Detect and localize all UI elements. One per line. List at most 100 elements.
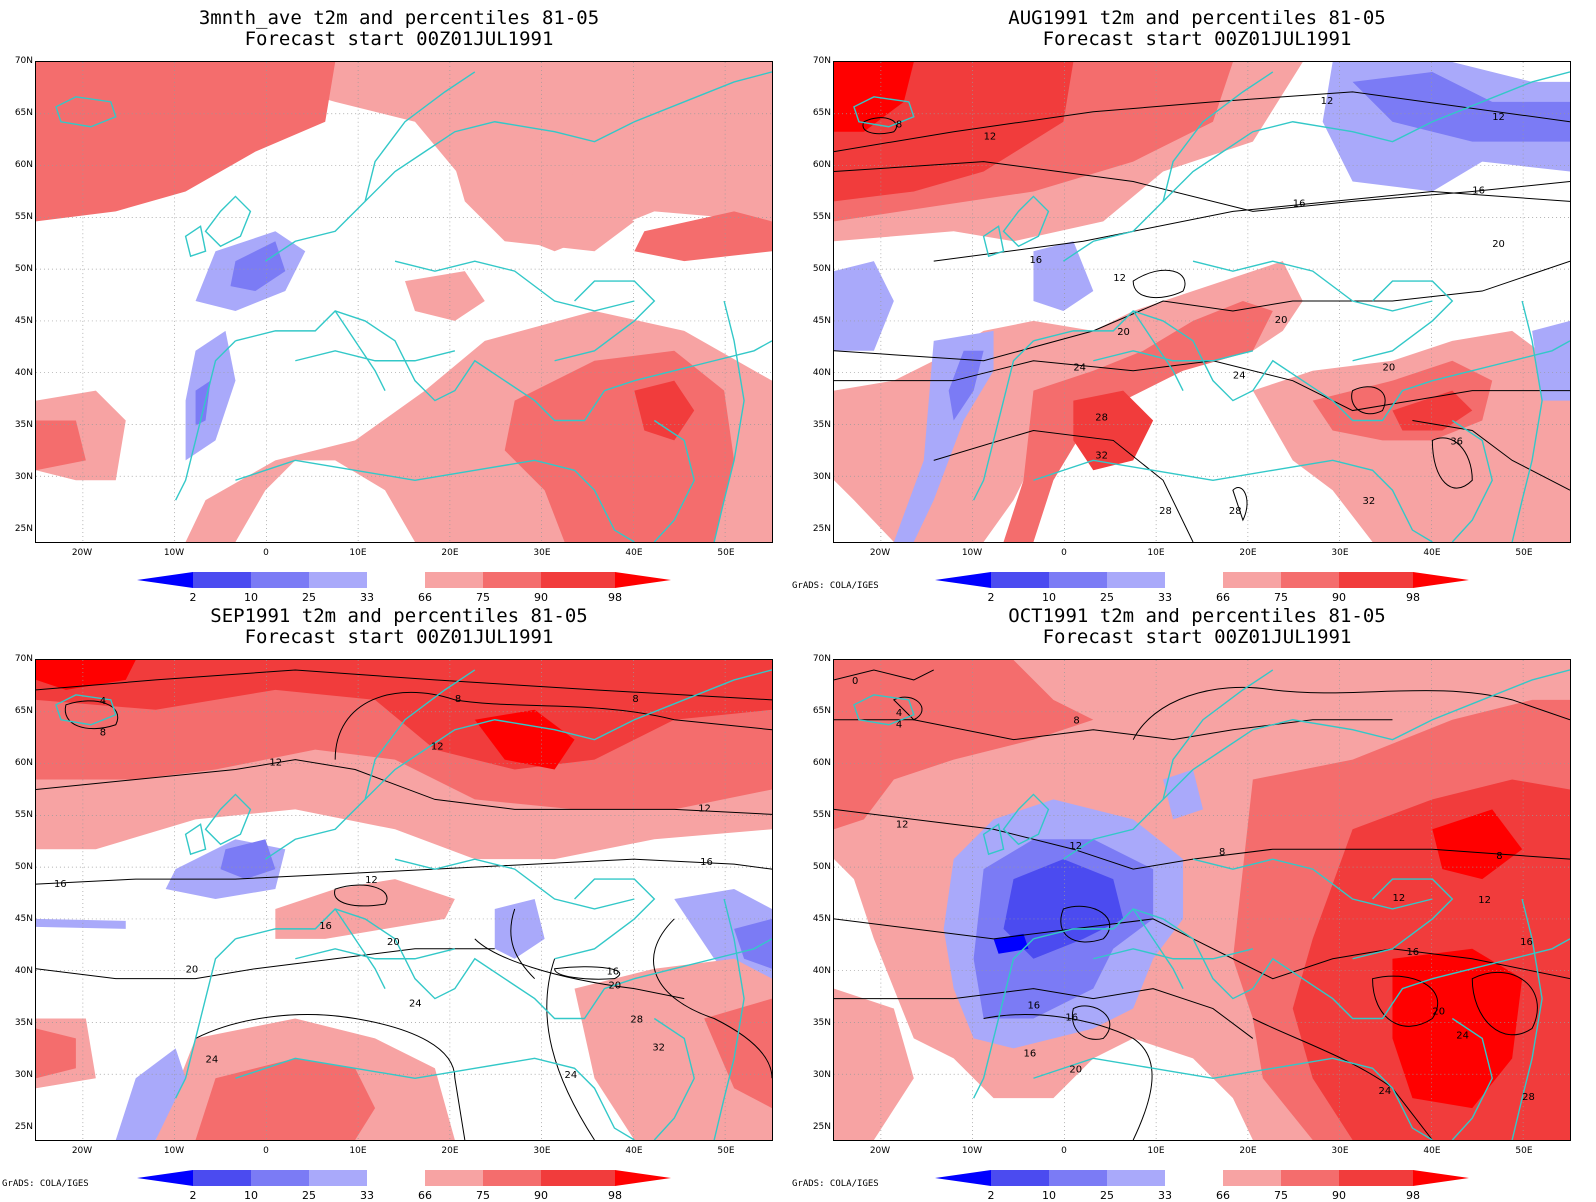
colorbar-label: 75 — [1274, 591, 1288, 604]
lat-tick: 60N — [812, 160, 831, 170]
lon-tick: 0 — [263, 548, 269, 558]
contour-labels: 4 8 8 8 12 12 12 12 16 16 16 16 20 20 20… — [54, 694, 713, 1081]
shade-p33 — [1163, 769, 1203, 820]
lon-tick: 20W — [869, 548, 891, 558]
lat-tick: 35N — [812, 1018, 831, 1028]
lon-tick: 40E — [625, 548, 643, 558]
contour-label: 12 — [431, 742, 444, 753]
colorbar-label: 33 — [1158, 591, 1172, 604]
contour-label: 24 — [409, 999, 422, 1010]
map-panel-oct: OCT1991 t2m and percentiles 81-05 Foreca… — [792, 598, 1596, 1202]
contour-labels: 0 4 8 12 12 16 16 16 20 8 8 12 12 16 16 … — [852, 676, 1535, 1103]
colorbar-legend — [137, 1170, 671, 1186]
map-panel-sep: SEP1991 t2m and percentiles 81-05 Foreca… — [0, 598, 798, 1202]
coastlines — [55, 669, 772, 1140]
lon-tick: 30E — [533, 1146, 551, 1156]
contour-label: 16 — [54, 879, 67, 890]
lat-tick: 70N — [812, 56, 831, 66]
shade-p90 — [1073, 390, 1154, 471]
colorbar-label: 66 — [1216, 591, 1230, 604]
colorbar-label: 75 — [476, 591, 490, 604]
lon-tick: 30E — [533, 548, 551, 558]
contour-label: 16 — [700, 857, 713, 868]
lon-tick: 10W — [961, 548, 983, 558]
coastlines — [55, 71, 772, 542]
lat-tick: 50N — [14, 862, 33, 872]
shade-p98 — [36, 660, 136, 690]
coastlines — [853, 71, 1570, 542]
temperature-contours — [834, 669, 1570, 1140]
coastlines — [853, 669, 1570, 1140]
shade-p75 — [36, 420, 86, 471]
contour-label: 24 — [1456, 1030, 1469, 1041]
shade-p66 — [574, 958, 772, 1140]
colorbar-label: 10 — [244, 591, 258, 604]
contour-label: 12 — [896, 819, 909, 830]
shade-p66 — [444, 121, 635, 252]
contour-label: 16 — [1029, 255, 1042, 266]
contour-label: 12 — [1492, 112, 1505, 123]
lon-tick: 10E — [1147, 1146, 1165, 1156]
shade-p98 — [1432, 809, 1523, 880]
lat-tick: 35N — [812, 420, 831, 430]
contour-label: 24 — [1379, 1086, 1392, 1097]
shade-p33 — [36, 918, 126, 929]
lat-tick: 65N — [812, 108, 831, 118]
lat-tick: 60N — [14, 160, 33, 170]
shade-p90 — [634, 380, 695, 441]
lon-tick: 0 — [1061, 548, 1067, 558]
panel-subtitle: Forecast start 00Z01JUL1991 — [244, 28, 554, 50]
shade-p66 — [404, 271, 485, 321]
shade-p75 — [634, 211, 772, 262]
contour-label: 24 — [206, 1054, 219, 1065]
lon-tick: 20W — [71, 548, 93, 558]
lon-tick: 20W — [869, 1146, 891, 1156]
contour-label: 8 — [100, 728, 106, 739]
colorbar-label: 10 — [1042, 591, 1056, 604]
map-plot: 0 4 8 12 12 16 16 16 20 8 8 12 12 16 16 … — [833, 659, 1571, 1141]
lon-tick: 10E — [1147, 548, 1165, 558]
contour-label: 12 — [365, 875, 378, 886]
shade-p75 — [834, 660, 1094, 830]
lat-tick: 65N — [14, 706, 33, 716]
lat-tick: 30N — [14, 472, 33, 482]
contour-label: 16 — [1293, 198, 1306, 209]
shade-p33 — [494, 899, 545, 959]
contour-label: 28 — [630, 1014, 643, 1025]
lon-tick: 40E — [625, 1146, 643, 1156]
lon-tick: 30E — [1331, 1146, 1349, 1156]
temperature-contours — [834, 91, 1570, 542]
lat-tick: 55N — [14, 212, 33, 222]
lat-tick: 40N — [14, 368, 33, 378]
lat-tick: 60N — [14, 758, 33, 768]
contour-label: 20 — [1432, 1007, 1445, 1018]
shade-p33 — [1033, 241, 1094, 311]
grads-credit: GrADS: COLA/IGES — [792, 581, 879, 591]
shade-p25 — [230, 241, 286, 292]
contour-label: 4 — [896, 708, 902, 719]
contour-label: 12 — [1392, 893, 1405, 904]
lat-tick: 55N — [14, 810, 33, 820]
lat-tick: 35N — [14, 1018, 33, 1028]
contour-label: 4 — [100, 696, 106, 707]
lon-tick: 0 — [1061, 1146, 1067, 1156]
contour-label: 20 — [608, 981, 621, 992]
lon-tick: 40E — [1423, 548, 1441, 558]
lon-tick: 20E — [441, 548, 459, 558]
lon-tick: 0 — [263, 1146, 269, 1156]
contour-label: 16 — [1027, 1001, 1040, 1012]
contour-label: 16 — [606, 967, 619, 978]
contour-label: 16 — [1406, 947, 1419, 958]
contour-label: 8 — [1073, 716, 1079, 727]
colorbar-label: 2 — [189, 591, 197, 604]
contour-label: 8 — [1496, 851, 1502, 862]
shade-p75 — [36, 62, 336, 222]
colorbar-legend — [935, 1170, 1469, 1186]
colorbar-label: 25 — [302, 591, 316, 604]
shade-p75 — [36, 1028, 76, 1079]
lat-tick: 25N — [812, 524, 831, 534]
lon-tick: 40E — [1423, 1146, 1441, 1156]
map-panel-aug: AUG1991 t2m and percentiles 81-05 Foreca… — [792, 0, 1596, 604]
contour-label: 4 — [896, 720, 902, 731]
shade-p66 — [275, 879, 455, 939]
